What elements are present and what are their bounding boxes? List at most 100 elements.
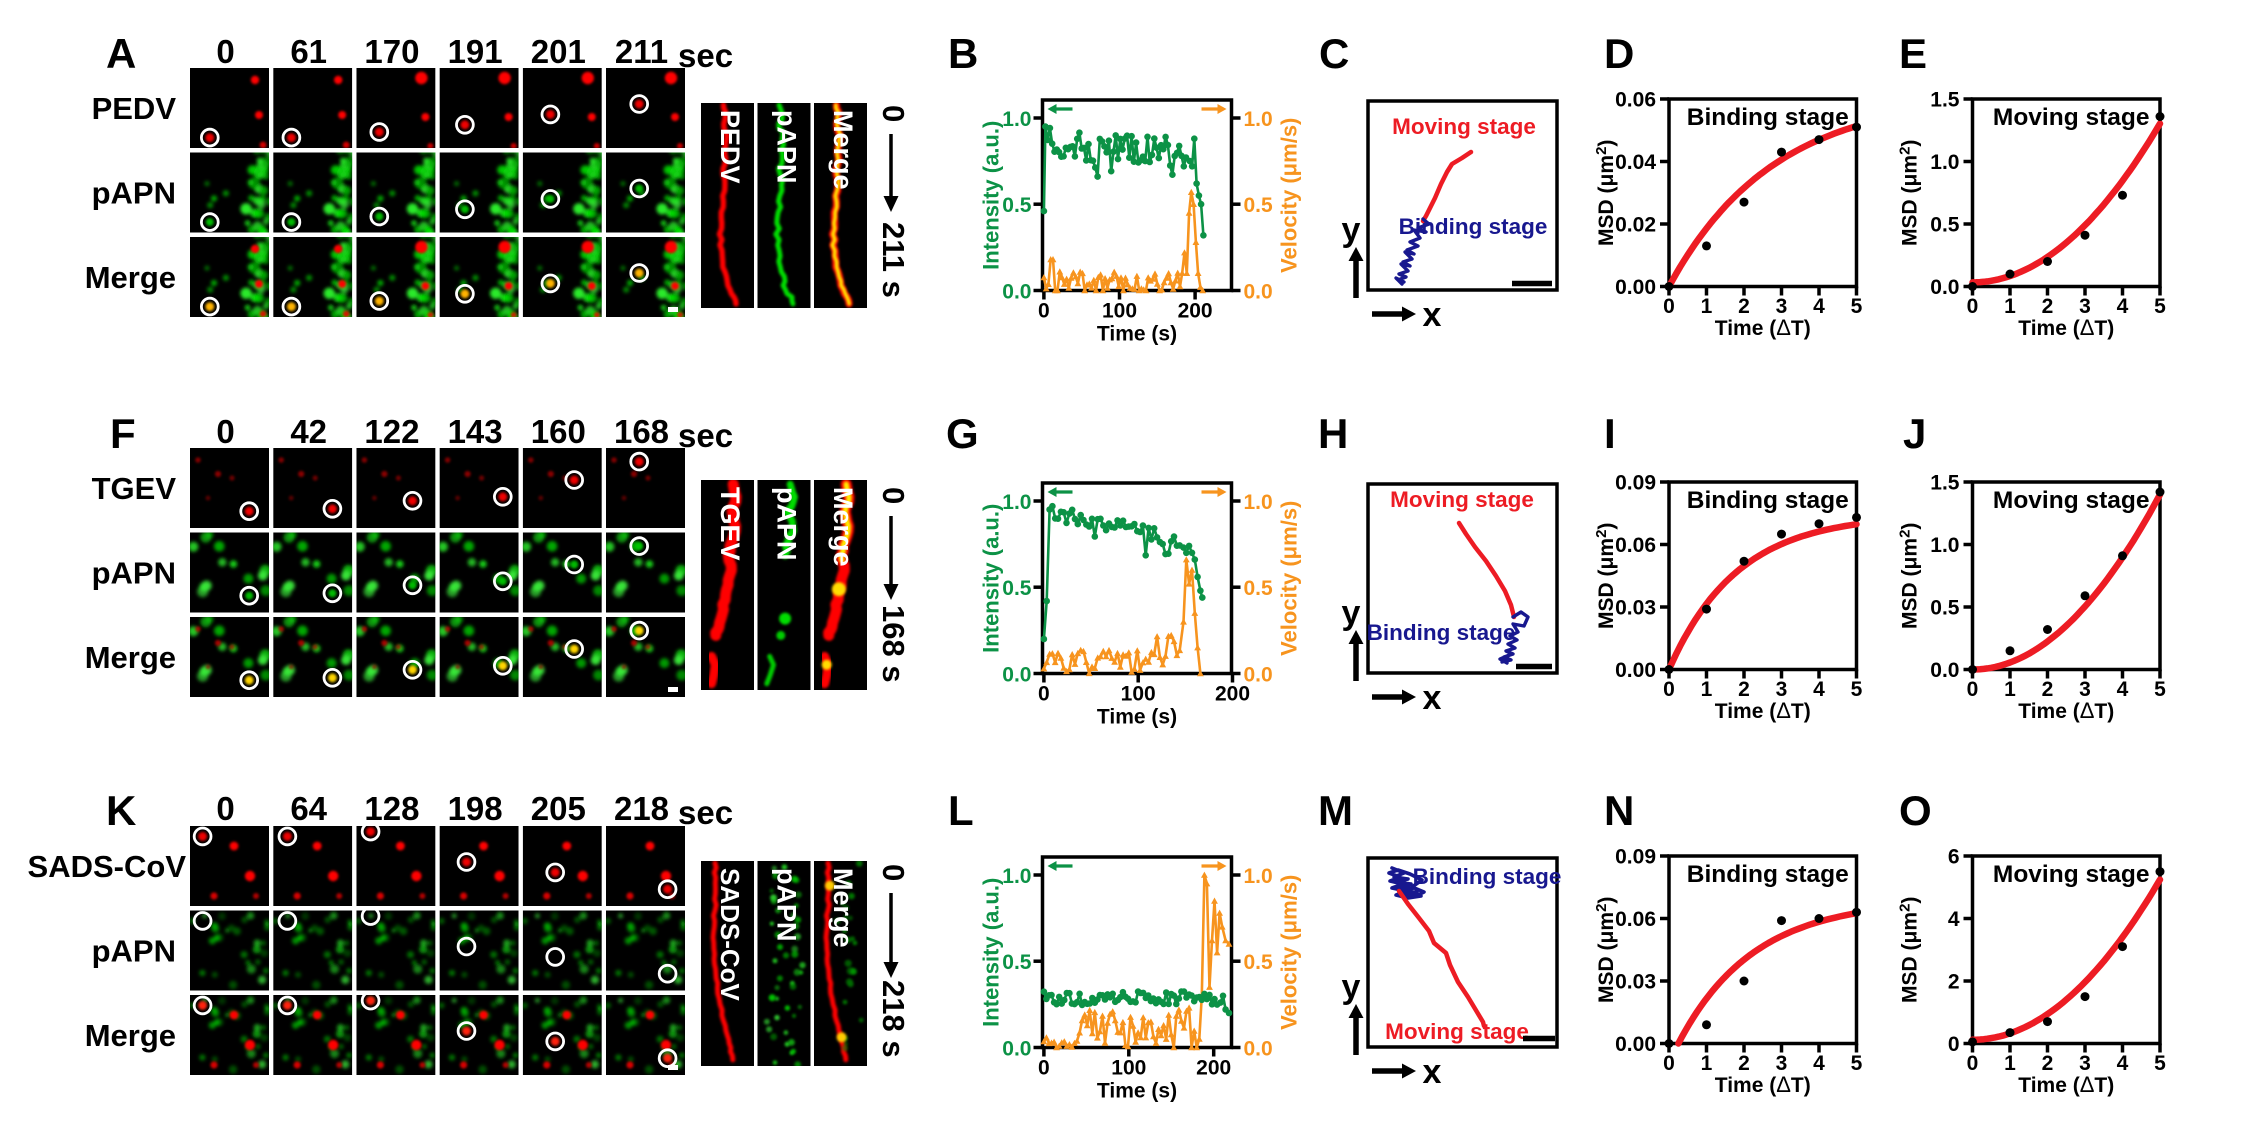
svg-text:0: 0 — [1663, 678, 1675, 701]
svg-text:Binding stage: Binding stage — [1367, 620, 1516, 645]
svg-text:D: D — [1604, 30, 1634, 77]
svg-text:y: y — [1342, 968, 1361, 1006]
svg-text:0.00: 0.00 — [1615, 1033, 1656, 1056]
svg-text:218: 218 — [614, 790, 669, 827]
svg-text:C: C — [1319, 30, 1349, 77]
svg-text:SADS-CoV: SADS-CoV — [28, 849, 187, 884]
svg-text:0.04: 0.04 — [1615, 151, 1656, 174]
svg-text:4: 4 — [1813, 295, 1825, 318]
svg-text:0.5: 0.5 — [1930, 597, 1960, 620]
svg-text:Binding stage: Binding stage — [1687, 487, 1849, 514]
svg-text:0: 0 — [216, 33, 234, 70]
svg-text:0.00: 0.00 — [1615, 276, 1656, 299]
svg-text:Intensity (a.u.): Intensity (a.u.) — [979, 878, 1004, 1027]
svg-text:Moving stage: Moving stage — [1392, 114, 1536, 139]
svg-text:0.03: 0.03 — [1615, 971, 1656, 994]
svg-text:Merge: Merge — [85, 260, 176, 295]
svg-text:170: 170 — [364, 33, 419, 70]
svg-text:PEDV: PEDV — [715, 110, 745, 184]
svg-text:2: 2 — [2042, 295, 2054, 318]
svg-text:pAPN: pAPN — [772, 110, 802, 184]
svg-text:61: 61 — [290, 33, 327, 70]
svg-text:Time (s): Time (s) — [1097, 1080, 1177, 1103]
svg-text:0: 0 — [1038, 1057, 1050, 1080]
svg-text:5: 5 — [1851, 295, 1863, 318]
svg-text:100: 100 — [1102, 300, 1137, 323]
svg-text:3: 3 — [2079, 295, 2091, 318]
svg-text:5: 5 — [1851, 1052, 1863, 1075]
svg-text:0: 0 — [876, 105, 911, 122]
svg-text:Merge: Merge — [85, 1018, 176, 1053]
svg-text:0: 0 — [216, 413, 234, 450]
svg-text:3: 3 — [2079, 678, 2091, 701]
svg-text:0.0: 0.0 — [1244, 664, 1273, 687]
svg-text:0.5: 0.5 — [1244, 951, 1274, 974]
svg-text:200: 200 — [1178, 300, 1213, 323]
svg-text:Time (ΔT): Time (ΔT) — [2018, 698, 2114, 723]
svg-text:L: L — [948, 787, 974, 834]
svg-text:0.5: 0.5 — [1244, 194, 1274, 217]
svg-text:0: 0 — [216, 790, 234, 827]
svg-text:5: 5 — [2154, 295, 2166, 318]
svg-text:201: 201 — [531, 33, 586, 70]
svg-text:Moving stage: Moving stage — [1993, 487, 2150, 514]
svg-text:0.06: 0.06 — [1615, 89, 1656, 112]
svg-text:Moving stage: Moving stage — [1385, 1019, 1529, 1044]
svg-text:0: 0 — [876, 864, 911, 881]
svg-text:5: 5 — [2154, 1052, 2166, 1075]
svg-text:Time (ΔT): Time (ΔT) — [1715, 1072, 1811, 1097]
svg-text:198: 198 — [448, 790, 503, 827]
svg-text:1.0: 1.0 — [1930, 151, 1959, 174]
svg-text:0.5: 0.5 — [1930, 214, 1960, 237]
svg-text:0.5: 0.5 — [1244, 577, 1274, 600]
svg-text:0: 0 — [1038, 300, 1050, 323]
svg-text:Moving stage: Moving stage — [1993, 861, 2150, 888]
svg-text:218 s: 218 s — [876, 980, 911, 1058]
svg-text:2: 2 — [1738, 1052, 1750, 1075]
svg-text:4: 4 — [2117, 1052, 2129, 1075]
svg-text:y: y — [1342, 594, 1361, 632]
svg-text:122: 122 — [364, 413, 419, 450]
svg-text:0.06: 0.06 — [1615, 534, 1656, 557]
svg-text:211 s: 211 s — [876, 222, 911, 298]
svg-text:Merge: Merge — [828, 487, 858, 567]
svg-text:x: x — [1423, 1053, 1442, 1091]
svg-text:Time (ΔT): Time (ΔT) — [2018, 1072, 2114, 1097]
svg-text:pAPN: pAPN — [92, 556, 176, 591]
svg-text:0.09: 0.09 — [1615, 846, 1656, 869]
svg-text:0.5: 0.5 — [1002, 194, 1032, 217]
svg-text:1: 1 — [2004, 1052, 2016, 1075]
svg-text:x: x — [1423, 679, 1442, 717]
svg-text:Time (ΔT): Time (ΔT) — [2018, 315, 2114, 340]
svg-text:5: 5 — [2154, 678, 2166, 701]
svg-text:1: 1 — [2004, 678, 2016, 701]
svg-text:1.0: 1.0 — [1244, 108, 1273, 131]
svg-text:1.0: 1.0 — [1002, 108, 1031, 131]
svg-text:0: 0 — [1967, 678, 1979, 701]
svg-text:B: B — [948, 30, 978, 77]
svg-text:Time (s): Time (s) — [1097, 706, 1177, 729]
svg-text:3: 3 — [1776, 678, 1788, 701]
svg-text:sec: sec — [678, 794, 733, 831]
svg-text:Velocity (μm/s): Velocity (μm/s) — [1277, 875, 1302, 1030]
svg-text:64: 64 — [290, 790, 327, 827]
svg-text:168: 168 — [614, 413, 669, 450]
svg-text:160: 160 — [531, 413, 586, 450]
svg-text:1.0: 1.0 — [1244, 491, 1273, 514]
svg-text:sec: sec — [678, 37, 733, 74]
svg-text:Merge: Merge — [828, 110, 858, 190]
svg-text:MSD (μm2): MSD (μm2) — [1897, 897, 1922, 1003]
svg-text:1.0: 1.0 — [1930, 534, 1959, 557]
svg-text:MSD (μm2): MSD (μm2) — [1593, 897, 1618, 1003]
svg-text:0.06: 0.06 — [1615, 908, 1656, 931]
svg-text:0: 0 — [1038, 683, 1050, 706]
svg-text:100: 100 — [1111, 1057, 1146, 1080]
svg-text:1.5: 1.5 — [1930, 89, 1960, 112]
svg-text:y: y — [1342, 211, 1361, 249]
svg-text:1: 1 — [1701, 678, 1713, 701]
svg-text:SADS-CoV: SADS-CoV — [715, 868, 745, 1002]
svg-text:42: 42 — [290, 413, 327, 450]
svg-text:x: x — [1423, 296, 1442, 334]
svg-text:0.5: 0.5 — [1002, 951, 1032, 974]
svg-text:1.0: 1.0 — [1244, 865, 1273, 888]
